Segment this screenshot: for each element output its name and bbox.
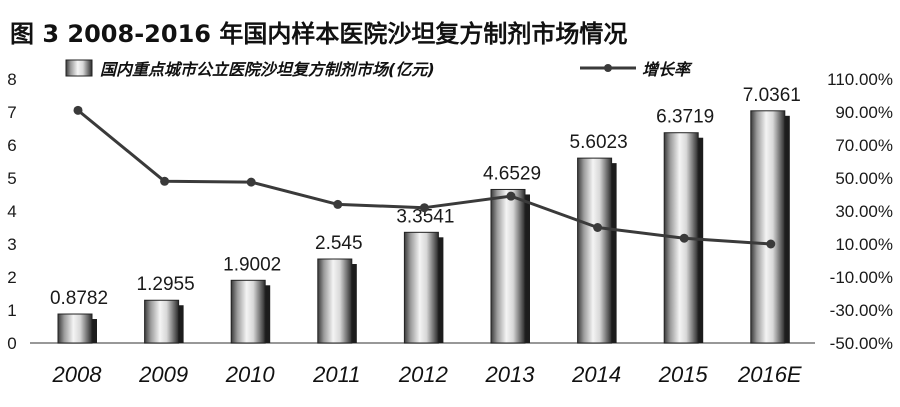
bar-value-label: 2.545 (315, 233, 363, 254)
category-label: 2012 (398, 362, 448, 387)
category-label: 2008 (52, 362, 103, 387)
bar (577, 157, 613, 344)
right-tick-label: 10.00% (835, 235, 893, 254)
bar (490, 188, 526, 344)
growth-line-point (246, 177, 256, 187)
growth-line-point (593, 223, 603, 232)
category-label: 2010 (225, 362, 276, 387)
right-tick-label: 90.00% (835, 103, 893, 122)
growth-line-series (73, 105, 776, 249)
category-label: 2016E (737, 362, 802, 387)
left-axis-ticks: 0 1 2 3 4 5 6 7 8 (7, 70, 16, 353)
growth-line-point (419, 203, 429, 213)
bar (317, 258, 353, 344)
growth-line-point (766, 239, 776, 249)
right-tick-label: -30.00% (830, 301, 893, 320)
bar-value-label: 1.9002 (223, 254, 281, 275)
growth-line-point (333, 199, 343, 209)
left-tick-label: 0 (7, 334, 16, 353)
bar-value-label: 1.2955 (137, 274, 195, 295)
bar-value-label: 6.3719 (656, 107, 714, 128)
right-tick-label: 110.00% (827, 70, 893, 89)
left-tick-label: 6 (7, 136, 16, 155)
left-tick-label: 4 (7, 202, 16, 221)
legend-label-bar: 国内重点城市公立医院沙坦复方制剂市场(亿元) (100, 60, 435, 79)
left-tick-label: 2 (7, 268, 16, 287)
bar-value-label: 0.8782 (50, 288, 108, 309)
growth-line-point (506, 191, 516, 201)
bar (57, 313, 93, 344)
bar (403, 231, 439, 344)
bar-value-label: 7.0361 (743, 85, 801, 106)
bar-series (57, 110, 790, 344)
growth-line-point (73, 105, 83, 115)
legend-label-line: 增长率 (642, 60, 693, 79)
bar-data-labels: 0.8782 1.2955 1.9002 2.545 3.3541 4.6529 5.602… (50, 85, 801, 309)
right-tick-label: 50.00% (835, 169, 893, 188)
left-tick-label: 7 (7, 103, 16, 122)
legend-bar-swatch (65, 59, 93, 77)
left-tick-label: 8 (7, 70, 16, 89)
category-label: 2013 (485, 362, 536, 387)
category-labels: 2008 2009 2010 2011 2012 2013 2014 2015 2016E (52, 362, 802, 387)
right-tick-label: 30.00% (835, 202, 893, 221)
right-tick-label: -10.00% (830, 268, 893, 287)
bar-value-label: 4.6529 (483, 163, 541, 184)
bar-value-label: 5.6023 (570, 132, 628, 153)
left-tick-label: 1 (7, 301, 16, 320)
legend-line-marker (604, 64, 612, 72)
right-tick-label: 70.00% (835, 136, 893, 155)
category-label: 2014 (571, 362, 621, 387)
left-tick-label: 3 (7, 235, 16, 254)
growth-line-point (160, 176, 170, 186)
bar (230, 279, 266, 344)
category-label: 2011 (312, 362, 360, 387)
right-axis-ticks: -50.00% -30.00% -10.00% 10.00% 30.00% 50.00% 7… (827, 70, 893, 353)
category-label: 2009 (138, 362, 188, 387)
bar-value-label: 3.3541 (396, 206, 454, 227)
chart-title: 图 3 2008-2016 年国内样本医院沙坦复方制剂市场情况 (10, 20, 627, 48)
bar (144, 299, 180, 344)
right-tick-label: -50.00% (830, 334, 893, 353)
bar (750, 110, 786, 344)
legend: 国内重点城市公立医院沙坦复方制剂市场(亿元) 增长率 (65, 59, 693, 79)
growth-line-point (679, 233, 689, 243)
category-label: 2015 (658, 362, 709, 387)
left-tick-label: 5 (7, 169, 16, 188)
